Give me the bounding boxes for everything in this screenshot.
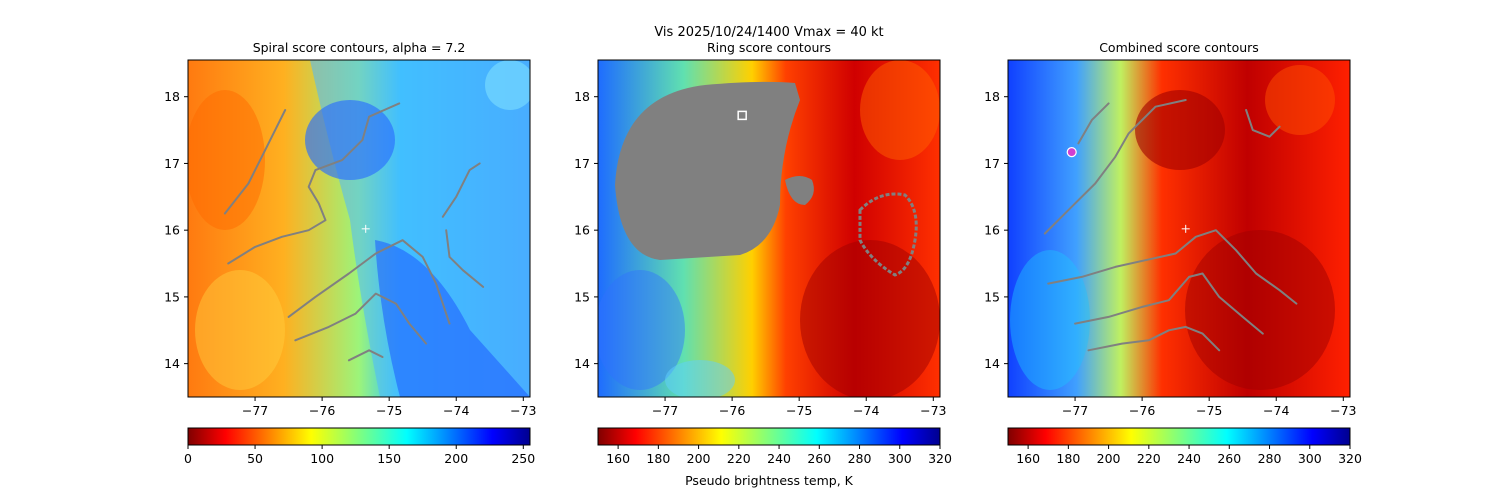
center-marker xyxy=(1181,224,1190,233)
contour-line xyxy=(445,229,485,288)
contour-line xyxy=(441,162,481,218)
y-tick-label: 17 xyxy=(164,156,180,171)
x-tick-label: −73 xyxy=(510,403,536,418)
contour-line xyxy=(1047,229,1298,305)
contour-line xyxy=(1087,325,1221,352)
x-tick-label: −76 xyxy=(309,403,335,418)
contour-line xyxy=(287,239,451,325)
colorbar-label: Pseudo brightness temp, K xyxy=(685,473,854,488)
x-tick-label: −75 xyxy=(1196,403,1222,418)
panel-combined: Combined score contours −77 −76 −75 −74 −73 1… xyxy=(984,40,1356,418)
y-tick-label: 16 xyxy=(164,223,180,238)
x-tick-label: −75 xyxy=(376,403,402,418)
panel-ring: Ring score contours −77 −76 −75 −74 −73 14 15 1… xyxy=(574,40,946,418)
image-field xyxy=(188,60,530,397)
circle-marker xyxy=(1066,146,1077,158)
figure-suptitle: Vis 2025/10/24/1400 Vmax = 40 kt xyxy=(654,25,883,40)
colorbar-tick-label: 200 xyxy=(444,451,468,466)
colorbar: 0 50 100 150 200 250 xyxy=(184,427,535,466)
x-tick-label: −76 xyxy=(1129,403,1155,418)
colorbar-tick-label: 260 xyxy=(807,451,831,466)
colorbar-tick-label: 280 xyxy=(1258,451,1282,466)
contour-line xyxy=(1074,272,1264,335)
colorbar-tick-label: 200 xyxy=(687,451,711,466)
y-tick-label: 14 xyxy=(164,356,180,371)
y-tick-label: 17 xyxy=(984,156,1000,171)
colorbar-tick-label: 240 xyxy=(1177,451,1201,466)
image-field xyxy=(1008,60,1350,397)
contour-line xyxy=(347,349,384,362)
colorbar-tick-label: 180 xyxy=(646,451,670,466)
colorbar-tick-label: 200 xyxy=(1097,451,1121,466)
y-tick-label: 18 xyxy=(574,89,590,104)
x-tick-label: −75 xyxy=(786,403,812,418)
x-tick-label: −77 xyxy=(242,403,268,418)
square-marker xyxy=(737,110,747,121)
x-tick-label: −73 xyxy=(920,403,946,418)
axes-frame xyxy=(1007,59,1351,398)
colorbar-tick-label: 320 xyxy=(1338,451,1362,466)
colorbar-tick-label: 260 xyxy=(1217,451,1241,466)
colorbar-tick-label: 250 xyxy=(511,451,535,466)
ring-mask-region xyxy=(615,81,800,260)
contour-line xyxy=(223,109,287,215)
colorbar-tick-label: 100 xyxy=(310,451,334,466)
y-tick-label: 14 xyxy=(574,356,590,371)
colorbar-tick-label: 0 xyxy=(184,451,192,466)
colorbar-tick-label: 300 xyxy=(888,451,912,466)
colorbar-tick-label: 280 xyxy=(848,451,872,466)
x-tick-label: −77 xyxy=(1062,403,1088,418)
contour-line xyxy=(1077,102,1110,145)
y-tick-label: 15 xyxy=(574,289,590,304)
colorbar-tick-label: 150 xyxy=(377,451,401,466)
y-tick-label: 15 xyxy=(164,289,180,304)
contour-line xyxy=(1043,99,1187,235)
colorbar-tick-label: 320 xyxy=(928,451,952,466)
ring-mask-fragment xyxy=(858,192,918,277)
colorbar-tick-label: 160 xyxy=(1016,451,1040,466)
panel-title: Combined score contours xyxy=(1099,40,1259,55)
y-tick-label: 18 xyxy=(164,89,180,104)
contour-line xyxy=(1245,109,1281,138)
colorbar-tick-label: 160 xyxy=(606,451,630,466)
colorbar-tick-label: 50 xyxy=(247,451,263,466)
panel-spiral: Spiral score contours, alpha = 7.2 −77 −7… xyxy=(164,40,536,418)
contour-line xyxy=(227,102,401,265)
y-tick-label: 16 xyxy=(574,223,590,238)
x-tick-label: −74 xyxy=(1263,403,1289,418)
ring-mask-fragment xyxy=(785,176,814,205)
x-tick-label: −73 xyxy=(1330,403,1356,418)
contour-set xyxy=(223,102,485,362)
center-marker xyxy=(361,224,370,233)
axes-frame xyxy=(187,59,531,398)
y-tick-label: 16 xyxy=(984,223,1000,238)
colorbar: 160 180 200 220 240 260 280 300 320 xyxy=(597,427,952,466)
x-tick-label: −77 xyxy=(652,403,678,418)
colorbar-tick-label: 300 xyxy=(1298,451,1322,466)
x-tick-label: −74 xyxy=(443,403,469,418)
colorbar-tick-label: 220 xyxy=(727,451,751,466)
y-tick-label: 15 xyxy=(984,289,1000,304)
colorbar: 160 180 200 220 240 260 280 300 320 xyxy=(1007,427,1362,466)
y-tick-label: 17 xyxy=(574,156,590,171)
panel-title: Spiral score contours, alpha = 7.2 xyxy=(253,40,466,55)
x-tick-label: −76 xyxy=(719,403,745,418)
x-tick-label: −74 xyxy=(853,403,879,418)
panel-title: Ring score contours xyxy=(707,40,831,55)
contour-set xyxy=(1043,99,1298,352)
colorbar-tick-label: 220 xyxy=(1137,451,1161,466)
y-tick-label: 18 xyxy=(984,89,1000,104)
colorbar-tick-label: 180 xyxy=(1056,451,1080,466)
contour-line xyxy=(294,292,428,345)
colorbar-tick-label: 240 xyxy=(767,451,791,466)
axes-frame xyxy=(597,59,941,398)
y-tick-label: 14 xyxy=(984,356,1000,371)
